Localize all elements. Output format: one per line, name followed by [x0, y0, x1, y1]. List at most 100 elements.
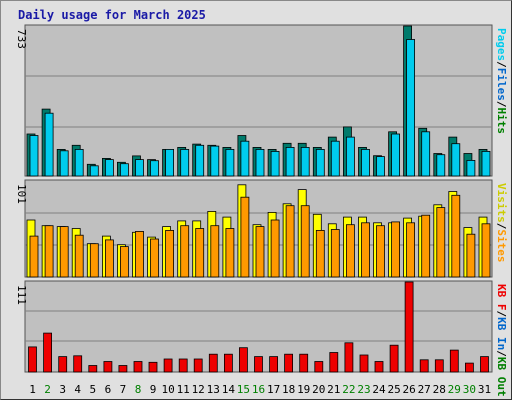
x-tick-label: 11	[177, 383, 190, 396]
bar-sites-day-12	[195, 228, 205, 278]
bar-pages-day-28	[436, 154, 446, 177]
x-tick-label: 17	[267, 383, 280, 396]
legend-entry: KB In	[495, 317, 508, 350]
bar-pages-day-31	[481, 150, 491, 177]
bar-kb-f-day-28	[434, 359, 444, 373]
x-tick-label: 5	[89, 383, 96, 396]
bar-kb-f-day-5	[88, 365, 98, 373]
bar-sites-day-14	[225, 228, 235, 278]
bar-sites-day-26	[406, 222, 416, 278]
bar-sites-day-10	[165, 229, 175, 278]
bar-kb-f-day-26	[404, 281, 414, 373]
legend-entry: Pages	[495, 28, 508, 61]
bar-kb-f-day-11	[178, 358, 188, 373]
chart-title: Daily usage for March 2025	[18, 8, 206, 22]
bar-sites-day-7	[120, 246, 129, 278]
bar-sites-day-8	[135, 230, 144, 278]
bar-kb-f-day-7	[118, 365, 128, 373]
bar-kb-f-day-13	[208, 353, 218, 373]
x-tick-label: 2	[44, 383, 51, 396]
y-max-label: 101	[15, 184, 28, 204]
bar-sites-day-18	[285, 205, 295, 278]
legend-entry: /	[495, 311, 508, 318]
legend-entry: KB Out	[495, 357, 508, 397]
bar-sites-day-29	[451, 194, 461, 278]
bar-sites-day-31	[481, 223, 491, 278]
bar-pages-day-10	[165, 148, 175, 177]
legend-entry: KB F	[495, 284, 508, 311]
bar-sites-day-9	[150, 238, 159, 278]
bar-pages-day-2	[44, 112, 54, 177]
bar-sites-day-28	[436, 207, 446, 278]
bar-pages-day-26	[406, 39, 416, 177]
bar-pages-day-23	[361, 148, 370, 177]
x-tick-label: 14	[222, 383, 236, 396]
legend-entry: /	[495, 223, 508, 230]
bar-kb-f-day-16	[254, 356, 263, 373]
x-tick-label: 8	[135, 383, 142, 396]
x-tick-label: 28	[433, 383, 446, 396]
x-tick-label: 22	[342, 383, 355, 396]
bar-sites-day-16	[255, 226, 265, 278]
bar-pages-day-12	[195, 144, 205, 177]
x-tick-label: 1	[29, 383, 36, 396]
y-max-label: 733	[15, 29, 28, 49]
bar-pages-day-16	[255, 148, 265, 177]
x-tick-label: 19	[297, 383, 310, 396]
bar-pages-day-3	[59, 150, 69, 177]
x-tick-label: 4	[74, 383, 81, 396]
bar-sites-day-4	[74, 234, 84, 278]
bar-kb-f-day-6	[103, 361, 113, 373]
bar-sites-day-23	[361, 222, 370, 278]
x-tick-label: 25	[387, 383, 400, 396]
bar-kb-f-day-2	[43, 332, 52, 373]
bar-kb-f-day-22	[344, 342, 354, 373]
bar-sites-day-15	[240, 196, 250, 278]
legend-entry: /	[495, 101, 508, 108]
bar-sites-day-30	[466, 233, 476, 278]
bar-sites-day-19	[300, 205, 310, 278]
bar-kb-f-day-17	[269, 356, 279, 373]
x-tick-label: 16	[252, 383, 265, 396]
bar-sites-day-25	[391, 221, 401, 278]
bar-pages-day-30	[466, 159, 476, 177]
bar-kb-f-day-23	[359, 354, 369, 373]
bar-sites-day-6	[105, 239, 114, 278]
bar-kb-f-day-3	[58, 356, 68, 373]
bar-pages-day-13	[210, 145, 220, 177]
bar-pages-day-19	[300, 146, 310, 177]
x-tick-label: 27	[418, 383, 431, 396]
bar-pages-day-6	[105, 159, 114, 177]
bar-sites-day-21	[330, 229, 340, 278]
bar-kb-f-day-12	[193, 358, 203, 373]
bar-pages-day-1	[29, 135, 39, 177]
bar-sites-day-17	[270, 219, 280, 278]
legend-entry: Files	[495, 68, 508, 101]
bar-pages-day-29	[451, 143, 461, 177]
bar-kb-f-day-19	[299, 353, 309, 373]
legend-kbytes: KB F/KB In/KB Out	[495, 284, 508, 397]
bar-pages-day-20	[315, 148, 325, 177]
bar-kb-f-day-21	[329, 352, 339, 373]
bar-sites-day-2	[44, 225, 54, 278]
bar-kb-f-day-15	[238, 347, 248, 373]
bar-pages-day-11	[180, 148, 190, 177]
x-tick-label: 18	[282, 383, 295, 396]
x-tick-label: 3	[59, 383, 66, 396]
bar-kb-f-day-25	[389, 344, 399, 373]
legend-entry: /	[495, 350, 508, 357]
bar-pages-day-22	[345, 136, 355, 177]
bar-kb-f-day-29	[449, 349, 459, 373]
legend-hits-files-pages: Pages/Files/Hits	[495, 28, 508, 134]
bar-kb-f-day-10	[163, 358, 173, 373]
bar-pages-day-9	[150, 160, 159, 177]
legend-entry: Sites	[495, 229, 508, 262]
bar-pages-day-24	[376, 156, 385, 177]
x-tick-label: 21	[327, 383, 340, 396]
x-tick-label: 31	[478, 383, 491, 396]
bar-pages-day-4	[74, 148, 84, 177]
bar-sites-day-11	[180, 225, 190, 278]
bar-pages-day-17	[270, 150, 280, 177]
bar-kb-f-day-31	[480, 356, 489, 373]
